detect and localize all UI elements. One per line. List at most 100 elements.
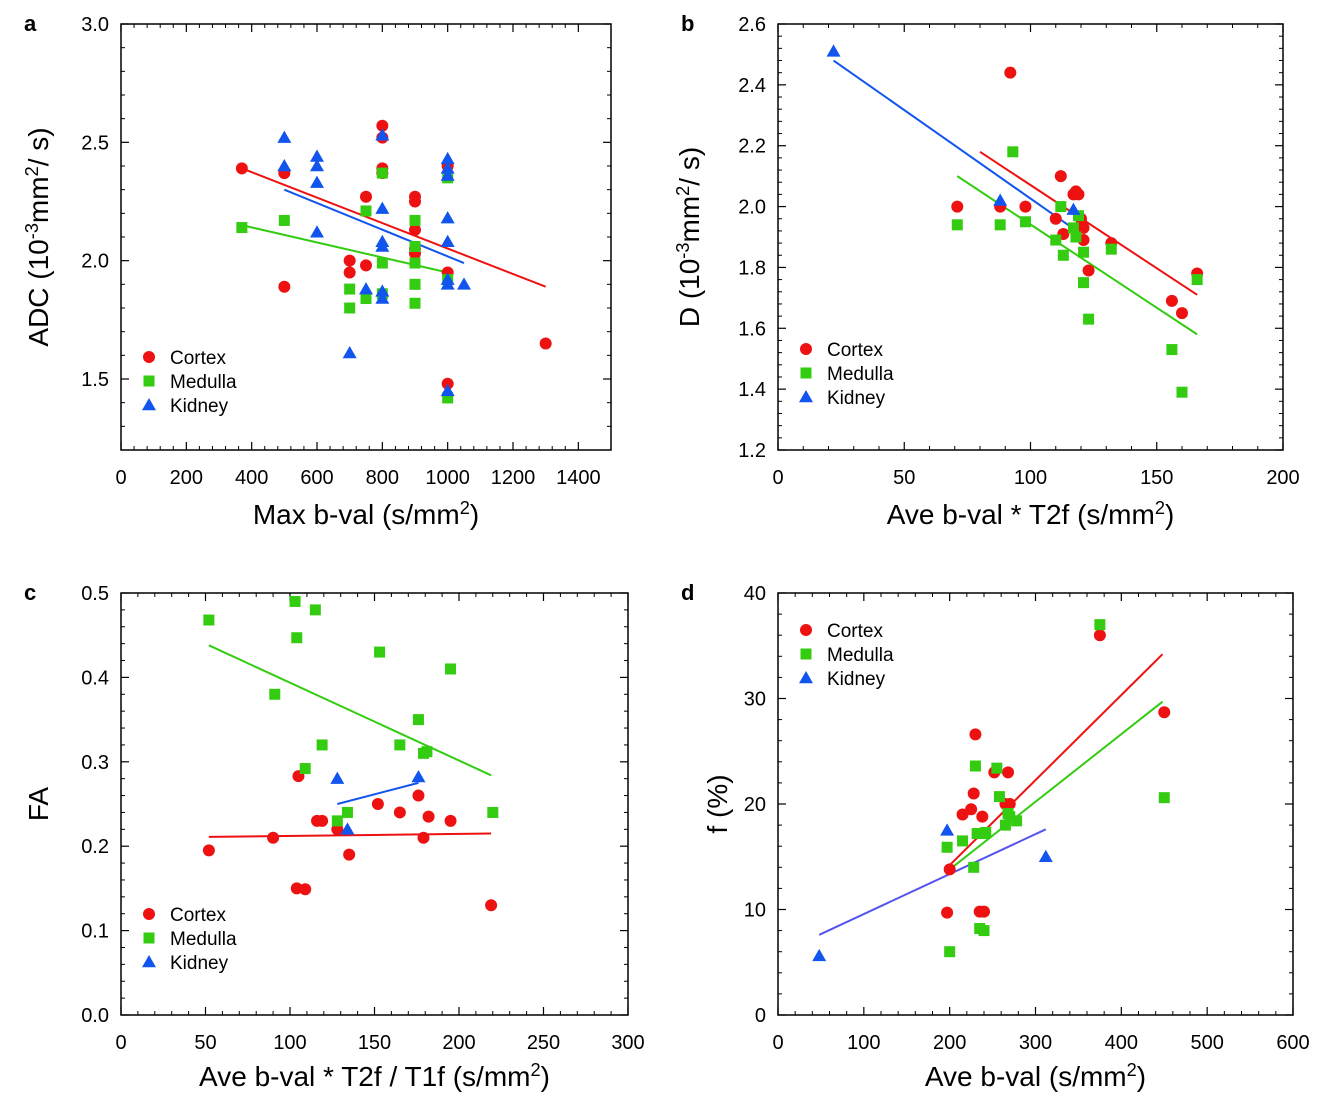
data-point-cortex bbox=[343, 254, 356, 267]
data-point-cortex bbox=[1158, 706, 1171, 719]
y-tick-label: 3.0 bbox=[81, 14, 109, 36]
data-point-medulla bbox=[1078, 246, 1090, 258]
x-tick-label: 50 bbox=[893, 467, 915, 489]
x-axis-label: Ave b-val * T2f / T1f (s/mm2) bbox=[199, 1060, 550, 1092]
data-point-medulla bbox=[968, 861, 980, 873]
data-point-medulla bbox=[1105, 243, 1117, 255]
x-axis-label: Ave b-val * T2f (s/mm2) bbox=[887, 498, 1175, 530]
data-point-medulla bbox=[941, 841, 953, 853]
data-point-cortex bbox=[956, 808, 969, 821]
data-point-cortex bbox=[235, 162, 248, 175]
data-point-cortex bbox=[941, 906, 954, 919]
data-point-medulla bbox=[1057, 249, 1069, 261]
data-point-medulla bbox=[409, 257, 421, 269]
data-point-cortex bbox=[978, 905, 990, 918]
data-point-medulla bbox=[969, 760, 981, 772]
x-tick-label: 400 bbox=[235, 467, 268, 489]
data-point-medulla bbox=[409, 214, 421, 226]
x-tick-label: 1400 bbox=[556, 467, 601, 489]
data-point-medulla bbox=[289, 595, 301, 607]
data-point-kidney bbox=[375, 291, 390, 304]
x-tick-label: 100 bbox=[1014, 467, 1047, 489]
fit-line-cortex bbox=[208, 832, 492, 838]
data-point-cortex bbox=[1019, 200, 1032, 213]
y-tick-label: 20 bbox=[744, 794, 766, 816]
legend-label-medulla: Medulla bbox=[170, 372, 237, 393]
data-point-cortex bbox=[343, 266, 356, 279]
data-point-kidney bbox=[375, 239, 390, 252]
legend-label-cortex: Cortex bbox=[827, 340, 883, 361]
x-tick-label: 400 bbox=[1105, 1032, 1138, 1054]
data-point-medulla bbox=[957, 835, 969, 847]
y-tick-label: 30 bbox=[744, 689, 766, 711]
x-tick-label: 1200 bbox=[491, 467, 536, 489]
fit-line-kidney bbox=[337, 781, 419, 805]
fit-line-kidney bbox=[283, 188, 465, 264]
legend-label-cortex: Cortex bbox=[170, 905, 226, 926]
data-point-kidney bbox=[457, 277, 471, 290]
data-point-medulla bbox=[360, 293, 372, 305]
data-point-kidney bbox=[310, 225, 324, 238]
data-point-cortex bbox=[343, 848, 356, 861]
data-point-cortex bbox=[316, 814, 329, 827]
data-point-medulla bbox=[360, 205, 372, 217]
legend-label-medulla: Medulla bbox=[170, 929, 237, 950]
legend: Cortex Medulla Kidney bbox=[142, 905, 237, 974]
panel-letter: d bbox=[681, 580, 694, 605]
data-point-medulla bbox=[409, 278, 421, 290]
data-point-kidney bbox=[310, 149, 324, 162]
y-axis-label: ADC (10-3mm2/ s) bbox=[22, 127, 54, 346]
data-point-cortex bbox=[417, 831, 430, 844]
data-point-kidney bbox=[1038, 849, 1053, 862]
legend-marker-medulla bbox=[143, 375, 155, 387]
x-tick-label: 300 bbox=[1019, 1032, 1052, 1054]
data-point-cortex bbox=[943, 863, 956, 876]
x-tick-label: 800 bbox=[366, 467, 399, 489]
y-axis-label: f (%) bbox=[702, 774, 733, 833]
data-point-cortex bbox=[371, 798, 384, 810]
legend-marker-medulla bbox=[800, 367, 812, 379]
x-tick-label: 0 bbox=[115, 1032, 126, 1054]
data-point-medulla bbox=[999, 819, 1011, 831]
x-axis-label: Ave b-val (s/mm2) bbox=[925, 1060, 1146, 1092]
y-tick-label: 10 bbox=[744, 900, 766, 922]
data-point-cortex bbox=[1002, 766, 1015, 779]
data-point-medulla bbox=[994, 219, 1006, 231]
data-point-cortex bbox=[441, 377, 454, 390]
data-point-medulla bbox=[278, 214, 290, 226]
data-point-kidney bbox=[940, 823, 955, 836]
legend-label-cortex: Cortex bbox=[827, 621, 883, 642]
data-point-medulla bbox=[309, 604, 321, 616]
legend-marker-medulla bbox=[143, 932, 155, 944]
y-tick-label: 0.5 bbox=[81, 583, 109, 605]
data-point-cortex bbox=[299, 883, 312, 896]
data-point-medulla bbox=[1004, 811, 1016, 823]
y-tick-label: 0.4 bbox=[81, 667, 109, 689]
data-point-cortex bbox=[1165, 294, 1178, 307]
data-point-kidney bbox=[310, 175, 324, 188]
data-point-kidney bbox=[440, 211, 455, 224]
data-point-medulla bbox=[442, 392, 454, 404]
data-point-cortex bbox=[965, 803, 978, 816]
data-point-medulla bbox=[409, 240, 421, 252]
x-tick-label: 150 bbox=[1140, 467, 1173, 489]
y-axis-label: FA bbox=[23, 787, 54, 822]
data-point-medulla bbox=[291, 632, 303, 644]
y-tick-label: 0.2 bbox=[81, 836, 109, 858]
data-point-cortex bbox=[444, 814, 457, 827]
data-point-medulla bbox=[374, 646, 386, 658]
panel-letter: b bbox=[681, 11, 694, 36]
data-point-cortex bbox=[1054, 170, 1067, 183]
data-point-kidney bbox=[440, 151, 455, 165]
y-axis-label: D (10-3mm2/ s) bbox=[673, 147, 705, 327]
legend-label-cortex: Cortex bbox=[170, 348, 226, 369]
data-point-kidney bbox=[411, 769, 426, 783]
x-axis-label: Max b-val (s/mm2) bbox=[253, 498, 479, 530]
y-tick-label: 2.6 bbox=[738, 14, 766, 36]
legend-marker-kidney bbox=[799, 671, 813, 684]
data-point-kidney bbox=[330, 771, 345, 784]
data-point-medulla bbox=[412, 714, 424, 726]
data-point-kidney bbox=[440, 383, 455, 397]
data-point-medulla bbox=[409, 297, 421, 309]
data-point-medulla bbox=[376, 167, 388, 179]
